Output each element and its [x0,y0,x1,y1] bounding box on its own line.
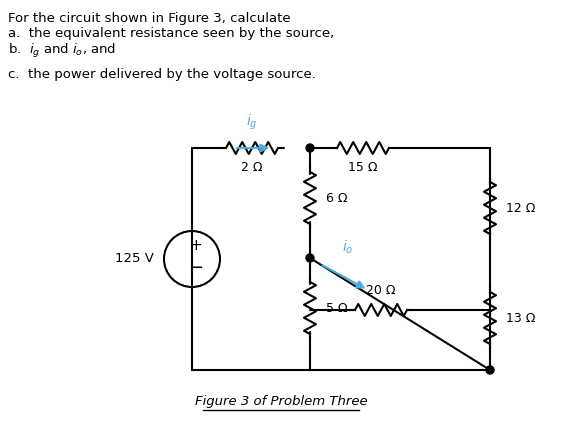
Text: $i_g$: $i_g$ [246,113,258,132]
Text: −: − [189,259,204,277]
Text: 125 V: 125 V [115,252,154,266]
Text: b.  $i_g$ and $i_o$, and: b. $i_g$ and $i_o$, and [8,42,116,60]
Text: 13 Ω: 13 Ω [506,311,535,324]
Text: 5 Ω: 5 Ω [326,302,347,314]
Circle shape [486,366,494,374]
Text: 20 Ω: 20 Ω [367,284,396,297]
Text: c.  the power delivered by the voltage source.: c. the power delivered by the voltage so… [8,68,316,81]
Text: a.  the equivalent resistance seen by the source,: a. the equivalent resistance seen by the… [8,27,334,40]
Circle shape [306,144,314,152]
Text: 2 Ω: 2 Ω [242,161,263,174]
Circle shape [306,254,314,262]
Text: 15 Ω: 15 Ω [348,161,378,174]
Text: For the circuit shown in Figure 3, calculate: For the circuit shown in Figure 3, calcu… [8,12,291,25]
Text: 6 Ω: 6 Ω [326,191,347,204]
Text: $i_o$: $i_o$ [342,238,354,256]
Text: Figure 3 of Problem Three: Figure 3 of Problem Three [195,395,367,408]
Text: +: + [190,238,202,254]
Text: 12 Ω: 12 Ω [506,201,535,215]
